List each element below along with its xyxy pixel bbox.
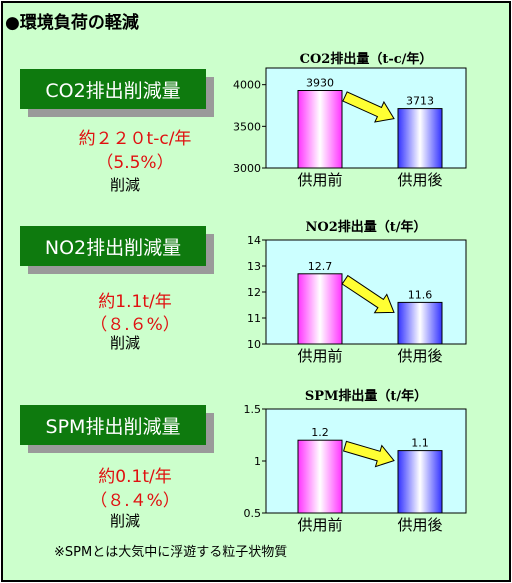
co2-label-box: CO2排出削減量 bbox=[20, 69, 206, 109]
co2-chart-title: CO2排出量（t-c/年） bbox=[300, 51, 433, 67]
no2-ytick-label: 12 bbox=[247, 286, 261, 299]
spm-category-label-before: 供用前 bbox=[297, 516, 342, 534]
no2-amount: 約1.1t/年 bbox=[98, 292, 172, 312]
spm-percent: （８.４%） bbox=[90, 491, 180, 511]
no2-data-label-before: 12.7 bbox=[308, 260, 333, 273]
no2-data-label-after: 11.6 bbox=[408, 288, 433, 301]
spm-category-label-after: 供用後 bbox=[397, 516, 442, 534]
no2-decrease-arrow bbox=[341, 274, 395, 314]
no2-ytick-label: 10 bbox=[247, 338, 261, 351]
co2-ytick-label: 3500 bbox=[233, 120, 261, 133]
no2-ytick-label: 11 bbox=[247, 312, 261, 325]
spm-data-label-after: 1.1 bbox=[411, 437, 429, 450]
no2-ytick-label: 14 bbox=[247, 234, 261, 247]
co2-percent: （5.5%） bbox=[96, 153, 174, 173]
spm-decrease-arrow bbox=[342, 440, 395, 468]
no2-note: 削減 bbox=[110, 334, 141, 352]
co2-category-label-before: 供用前 bbox=[297, 171, 342, 189]
co2-amount: 約２２０t-c/年 bbox=[78, 129, 192, 149]
no2-chart: NO2排出量（t/年） 14 13 12 11 10 12.7 供用前 11.6 供用後 bbox=[247, 219, 467, 365]
spm-amount: 約0.1t/年 bbox=[98, 467, 172, 487]
co2-category-label-after: 供用後 bbox=[397, 171, 442, 189]
spm-bar-after bbox=[397, 450, 443, 514]
spm-label-box: SPM排出削減量 bbox=[20, 405, 206, 445]
spm-chart: SPM排出量（t/年） 1.5 1 0.5 1.2 供用前 1.1 供用後 bbox=[244, 388, 467, 534]
co2-decrease-arrow bbox=[342, 91, 395, 123]
no2-category-label-after: 供用後 bbox=[397, 347, 442, 365]
co2-data-label-before: 3930 bbox=[306, 77, 334, 90]
spm-note: 削減 bbox=[110, 512, 141, 530]
no2-chart-title: NO2排出量（t/年） bbox=[305, 219, 426, 235]
page-title: ●環境負荷の軽減 bbox=[5, 13, 139, 33]
spm-ytick-label: 0.5 bbox=[244, 507, 262, 520]
no2-category-label-before: 供用前 bbox=[297, 347, 342, 365]
no2-percent: （８.６%） bbox=[90, 315, 180, 335]
spm-bar-before bbox=[297, 439, 343, 514]
co2-data-label-after: 3713 bbox=[406, 95, 434, 108]
no2-bar-after bbox=[397, 301, 443, 345]
co2-chart: CO2排出量（t-c/年） 4000 3500 3000 3930 供用前 3713 供用後 bbox=[233, 51, 467, 189]
footnote: ※SPMとは大気中に浮遊する粒子状物質 bbox=[54, 545, 288, 560]
no2-ytick-label: 13 bbox=[247, 260, 261, 273]
no2-label-box: NO2排出削減量 bbox=[20, 226, 206, 266]
spm-data-label-before: 1.2 bbox=[311, 426, 329, 439]
spm-chart-title: SPM排出量（t/年） bbox=[305, 388, 427, 404]
spm-ytick-label: 1.5 bbox=[244, 403, 262, 416]
co2-ytick-label: 4000 bbox=[233, 79, 261, 92]
co2-note: 削減 bbox=[110, 176, 141, 194]
co2-ytick-label: 3000 bbox=[233, 162, 261, 175]
co2-bar-before bbox=[297, 90, 343, 169]
co2-bar-after bbox=[397, 108, 443, 169]
spm-ytick-label: 1 bbox=[254, 455, 261, 468]
no2-bar-before bbox=[297, 273, 343, 345]
